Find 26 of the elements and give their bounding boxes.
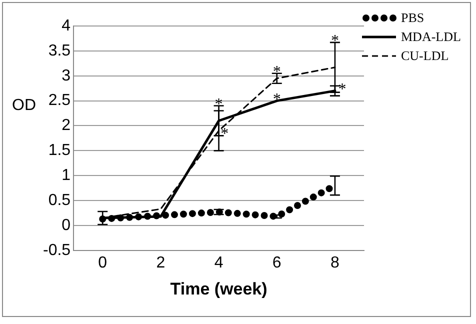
annotation: *	[330, 32, 339, 50]
legend-label: CU-LDL	[401, 48, 449, 64]
annotation: *	[214, 96, 223, 113]
legend-label: MDA-LDL	[401, 28, 461, 44]
x-tick-label: 0	[98, 254, 108, 272]
annotation: *	[338, 80, 346, 98]
y-tick-label: 0	[62, 216, 71, 234]
legend-label: PBS	[401, 10, 424, 26]
x-axis-title: Time (week)	[170, 279, 268, 298]
y-tick-label: -0.5	[42, 242, 71, 259]
annotation: *	[272, 90, 281, 108]
y-tick-label: 3	[62, 67, 71, 84]
x-tick-label: 6	[272, 254, 282, 272]
y-tick-label: 2	[62, 117, 71, 134]
y-tick-label: 2.5	[48, 92, 71, 110]
annotation: *	[272, 63, 281, 80]
x-tick-label: 2	[156, 254, 166, 272]
x-tick-label: 8	[330, 254, 340, 272]
x-tick-label: 4	[214, 254, 224, 272]
annotation: *	[220, 126, 229, 143]
y-tick-label: 4	[62, 17, 71, 34]
y-axis-title: OD	[12, 97, 36, 114]
y-tick-label: 3.5	[48, 42, 71, 60]
y-tick-label: 1	[62, 167, 71, 184]
y-tick-label: 1.5	[48, 142, 71, 160]
y-tick-label: 0.5	[48, 192, 71, 209]
